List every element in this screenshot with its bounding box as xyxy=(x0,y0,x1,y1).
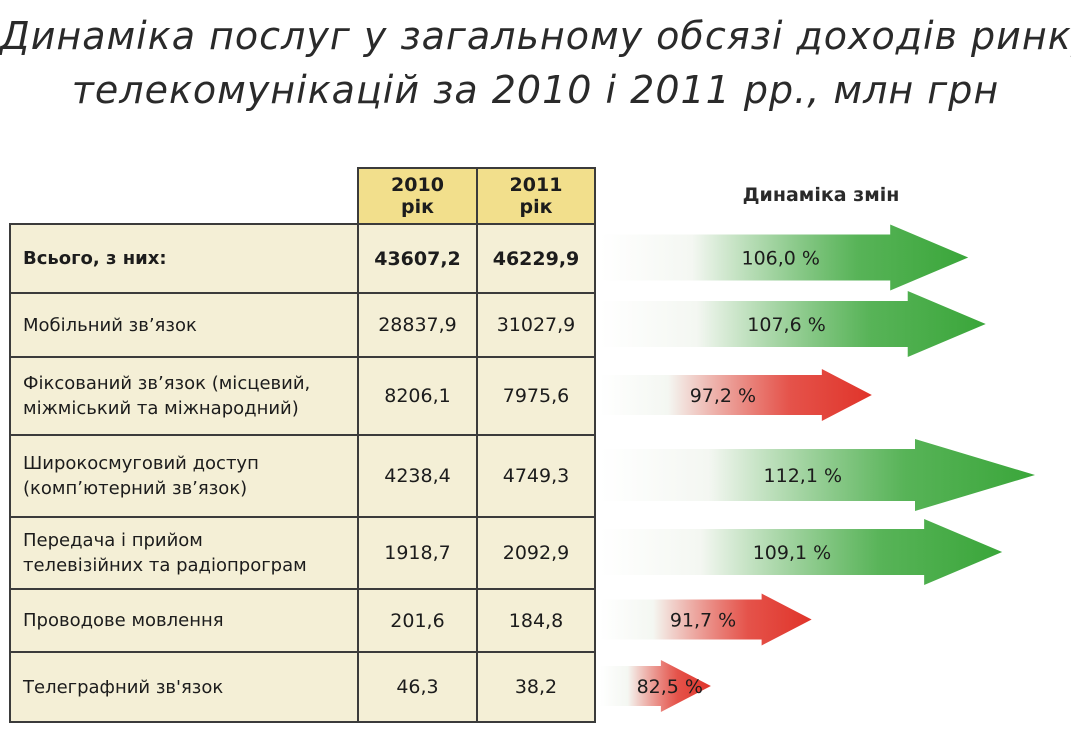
row-label: Проводове мовлення xyxy=(10,589,358,652)
change-percent-label: 91,7 % xyxy=(670,610,736,632)
change-arrow-growth xyxy=(600,519,1003,585)
row-label: Мобільний зв’язок xyxy=(10,293,358,357)
row-label-text: Телеграфний зв'язок xyxy=(23,676,224,698)
value-2010: 4238,4 xyxy=(358,435,477,517)
grid-line xyxy=(9,223,11,723)
change-arrow-decline xyxy=(600,660,711,712)
row-label: Телеграфний зв'язок xyxy=(10,652,358,722)
grid-line xyxy=(9,292,596,294)
column-header-unit: рік xyxy=(519,196,553,218)
row-label: Передача і прийом телевізійних та радіопр… xyxy=(10,517,358,589)
grid-line xyxy=(357,167,359,723)
change-arrow-growth xyxy=(600,439,1035,511)
change-arrow-growth xyxy=(600,291,986,357)
grid-line xyxy=(9,721,596,723)
row-label-text: Мобільний зв’язок xyxy=(23,314,197,336)
value-2011: 46229,9 xyxy=(477,224,595,293)
grid-line xyxy=(9,588,596,590)
change-percent-label: 82,5 % xyxy=(637,676,703,698)
column-header-year: 2011 xyxy=(509,174,563,196)
value-2010: 8206,1 xyxy=(358,357,477,435)
row-label-text: Передача і прийом телевізійних та радіопр… xyxy=(23,528,307,578)
change-percent-label: 106,0 % xyxy=(742,248,821,270)
row-label-text: Широкосмуговий доступ (комп’ютерний зв’яз… xyxy=(23,451,259,501)
row-label-line: (комп’ютерний зв’язок) xyxy=(23,478,248,499)
value-2010: 46,3 xyxy=(358,652,477,722)
value-2010: 43607,2 xyxy=(358,224,477,293)
grid-line xyxy=(9,356,596,358)
row-label-line: міжміський та міжнародний) xyxy=(23,398,299,419)
change-arrow-growth xyxy=(600,224,969,291)
row-label-line: Передача і прийом xyxy=(23,530,203,551)
value-2010: 1918,7 xyxy=(358,517,477,589)
row-label: Всього, з них: xyxy=(10,224,358,293)
grid-line xyxy=(9,223,596,225)
grid-line xyxy=(9,434,596,436)
change-percent-label: 97,2 % xyxy=(690,385,756,407)
value-2010: 201,6 xyxy=(358,589,477,652)
chart-title-line-1: Динаміка послуг у загальному обсязі дохо… xyxy=(0,14,1071,58)
row-label: Фіксований зв’язок (місцевий, міжміський … xyxy=(10,357,358,435)
row-label-text: Фіксований зв’язок (місцевий, міжміський … xyxy=(23,371,310,421)
grid-line xyxy=(476,167,478,723)
change-percent-label: 112,1 % xyxy=(764,465,843,487)
column-header-unit: рік xyxy=(400,196,434,218)
chart-title-line-2: телекомунікацій за 2010 і 2011 рр., млн … xyxy=(71,68,1000,112)
grid-line xyxy=(9,516,596,518)
change-arrow-decline xyxy=(600,369,872,421)
change-percent-label: 107,6 % xyxy=(747,314,826,336)
value-2011: 31027,9 xyxy=(477,293,595,357)
value-2011: 38,2 xyxy=(477,652,595,722)
column-header-2010: 2010 рік xyxy=(358,168,477,224)
dynamics-header: Динаміка змін xyxy=(742,184,900,206)
row-label-text: Всього, з них: xyxy=(23,248,167,269)
row-label-line: телевізійних та радіопрограм xyxy=(23,555,307,576)
row-label-line: Фіксований зв’язок (місцевий, xyxy=(23,373,311,394)
row-label: Широкосмуговий доступ (комп’ютерний зв’яз… xyxy=(10,435,358,517)
row-label-text: Проводове мовлення xyxy=(23,610,224,631)
change-percent-label: 109,1 % xyxy=(753,542,832,564)
value-2011: 184,8 xyxy=(477,589,595,652)
value-2011: 4749,3 xyxy=(477,435,595,517)
column-header-2011: 2011 рік xyxy=(477,168,595,224)
change-arrow-decline xyxy=(600,593,812,646)
value-2010: 28837,9 xyxy=(358,293,477,357)
grid-line xyxy=(9,651,596,653)
column-header-year: 2010 xyxy=(391,174,444,196)
row-label-line: Широкосмуговий доступ xyxy=(23,453,259,474)
value-2011: 2092,9 xyxy=(477,517,595,589)
grid-line xyxy=(594,167,596,723)
value-2011: 7975,6 xyxy=(477,357,595,435)
